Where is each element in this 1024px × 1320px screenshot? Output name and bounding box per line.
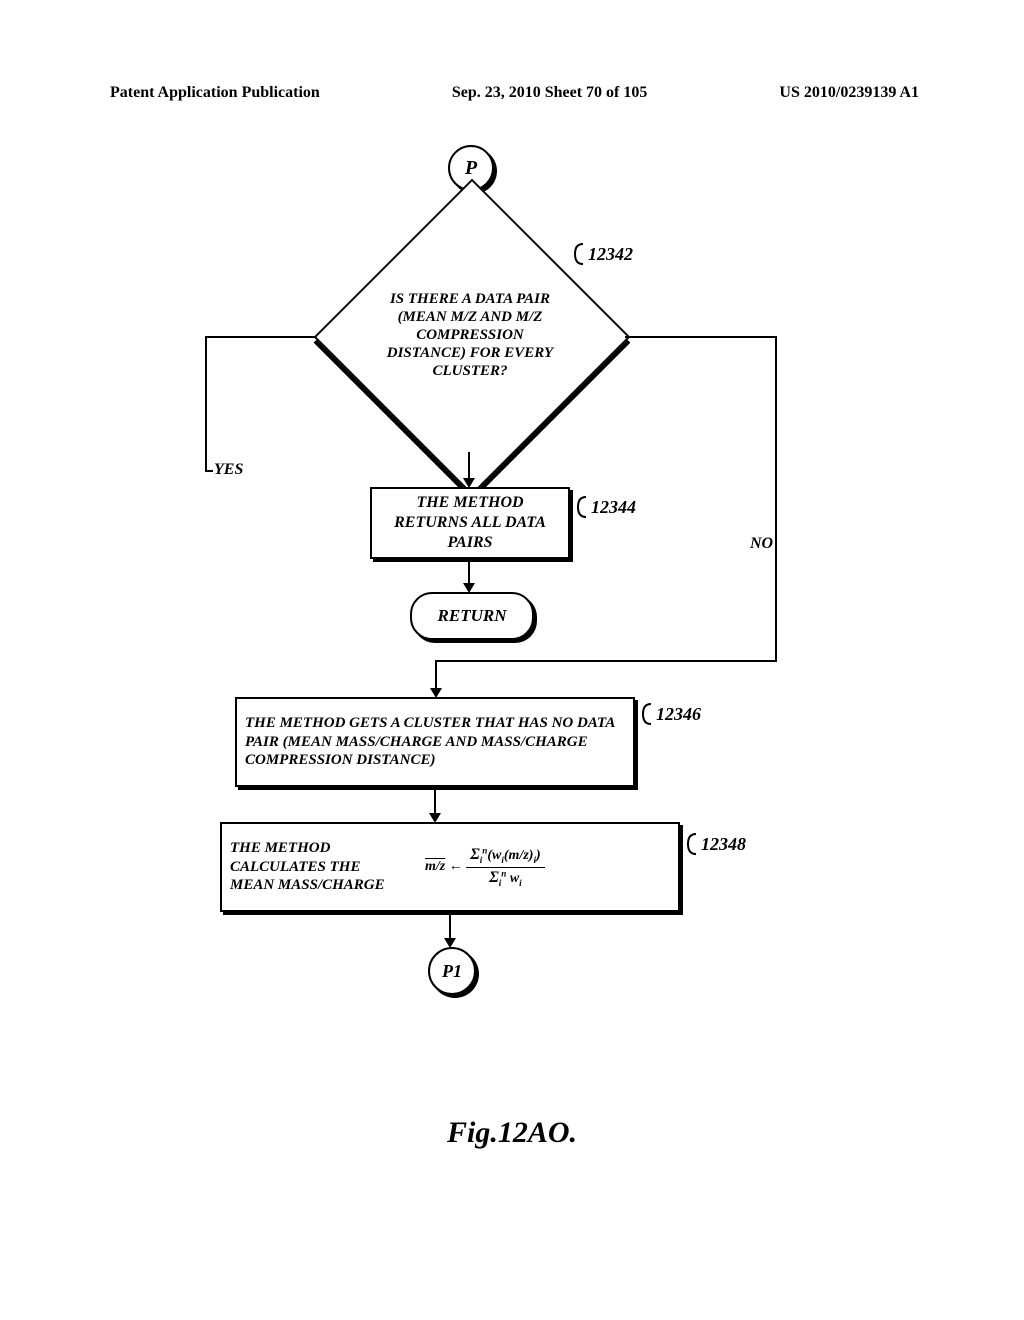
edge-line xyxy=(625,336,775,338)
terminal-start-label: P xyxy=(465,157,477,180)
branch-label-no: NO xyxy=(750,535,773,553)
ref-label: 12348 xyxy=(701,834,746,855)
terminal-end-label: P1 xyxy=(442,961,462,982)
ref-label: 12342 xyxy=(588,244,633,265)
terminal-return: RETURN xyxy=(410,592,534,640)
process-text: THE METHOD CALCULATES THE MEAN MASS/CHAR… xyxy=(230,839,405,895)
terminal-return-label: RETURN xyxy=(438,606,507,626)
page-header: Patent Application Publication Sep. 23, … xyxy=(0,84,1024,102)
edge-line xyxy=(775,336,777,660)
process-text: THE METHOD RETURNS ALL DATA PAIRS xyxy=(380,493,560,553)
edge-line xyxy=(205,336,315,338)
terminal-end: P1 xyxy=(428,947,476,995)
edge-line xyxy=(205,470,213,472)
ref-bracket-icon xyxy=(573,242,585,266)
decision-text: IS THERE A DATA PAIR (MEAN M/Z AND M/Z C… xyxy=(360,225,580,445)
decision-node: IS THERE A DATA PAIR (MEAN M/Z AND M/Z C… xyxy=(360,225,580,445)
header-center: Sep. 23, 2010 Sheet 70 of 105 xyxy=(452,84,648,102)
process-get-cluster: THE METHOD GETS A CLUSTER THAT HAS NO DA… xyxy=(235,697,635,787)
ref-bracket-icon xyxy=(686,832,698,856)
ref-bracket-icon xyxy=(576,495,588,519)
ref-label: 12344 xyxy=(591,497,636,518)
process-return-pairs: THE METHOD RETURNS ALL DATA PAIRS xyxy=(370,487,570,559)
figure-label: Fig.12AO. xyxy=(0,1116,1024,1150)
edge-line xyxy=(205,336,207,471)
ref-label: 12346 xyxy=(656,704,701,725)
process-calc-mean: THE METHOD CALCULATES THE MEAN MASS/CHAR… xyxy=(220,822,680,912)
header-right: US 2010/0239139 A1 xyxy=(779,84,919,102)
branch-label-yes: YES xyxy=(214,461,243,479)
ref-bracket-icon xyxy=(641,702,653,726)
edge-line xyxy=(435,660,777,662)
process-text: THE METHOD GETS A CLUSTER THAT HAS NO DA… xyxy=(245,714,625,770)
formula-mean-mz: m/z ← Σin(wi(m/z)i) Σin wi xyxy=(425,845,545,888)
header-left: Patent Application Publication xyxy=(110,84,320,102)
flowchart: P IS THERE A DATA PAIR (MEAN M/Z AND M/Z… xyxy=(110,140,910,1040)
